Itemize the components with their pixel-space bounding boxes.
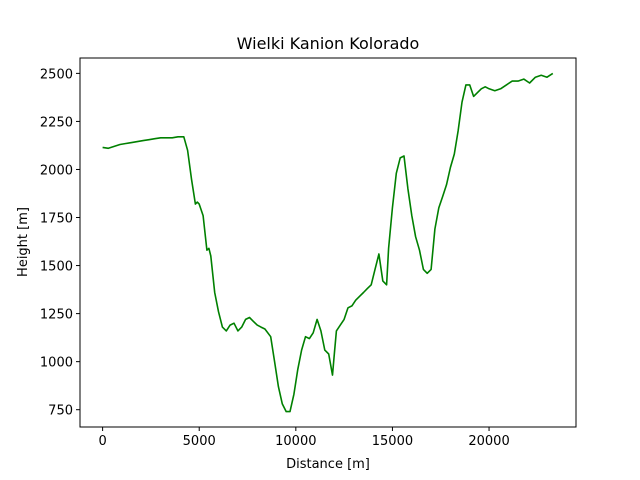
x-tick-label: 0 <box>98 434 106 449</box>
plot-frame <box>79 57 577 428</box>
y-tick-label: 1000 <box>40 356 73 371</box>
series-layer <box>102 72 554 413</box>
x-tick-label: 15000 <box>372 434 413 449</box>
y-tick-label: 1500 <box>40 260 73 275</box>
y-tick-label: 2250 <box>40 115 73 130</box>
y-tick-label: 750 <box>48 404 73 419</box>
y-tick-label: 2000 <box>40 163 73 178</box>
y-tick-label: 1250 <box>40 308 73 323</box>
y-axis: 750 1000 1250 1500 1750 2000 2250 2500 <box>40 67 80 419</box>
x-axis: 0 5000 10000 15000 20000 <box>98 427 510 449</box>
x-tick-label: 20000 <box>468 434 509 449</box>
y-tick-label: 1750 <box>40 212 73 227</box>
y-tick-label: 2500 <box>40 67 73 82</box>
x-tick-label: 10000 <box>275 434 316 449</box>
y-axis-label: Height [m] <box>16 207 31 277</box>
chart-title: Wielki Kanion Kolorado <box>237 34 420 53</box>
x-tick-label: 5000 <box>183 434 216 449</box>
x-axis-label: Distance [m] <box>286 457 370 472</box>
height-profile-line <box>102 72 554 413</box>
